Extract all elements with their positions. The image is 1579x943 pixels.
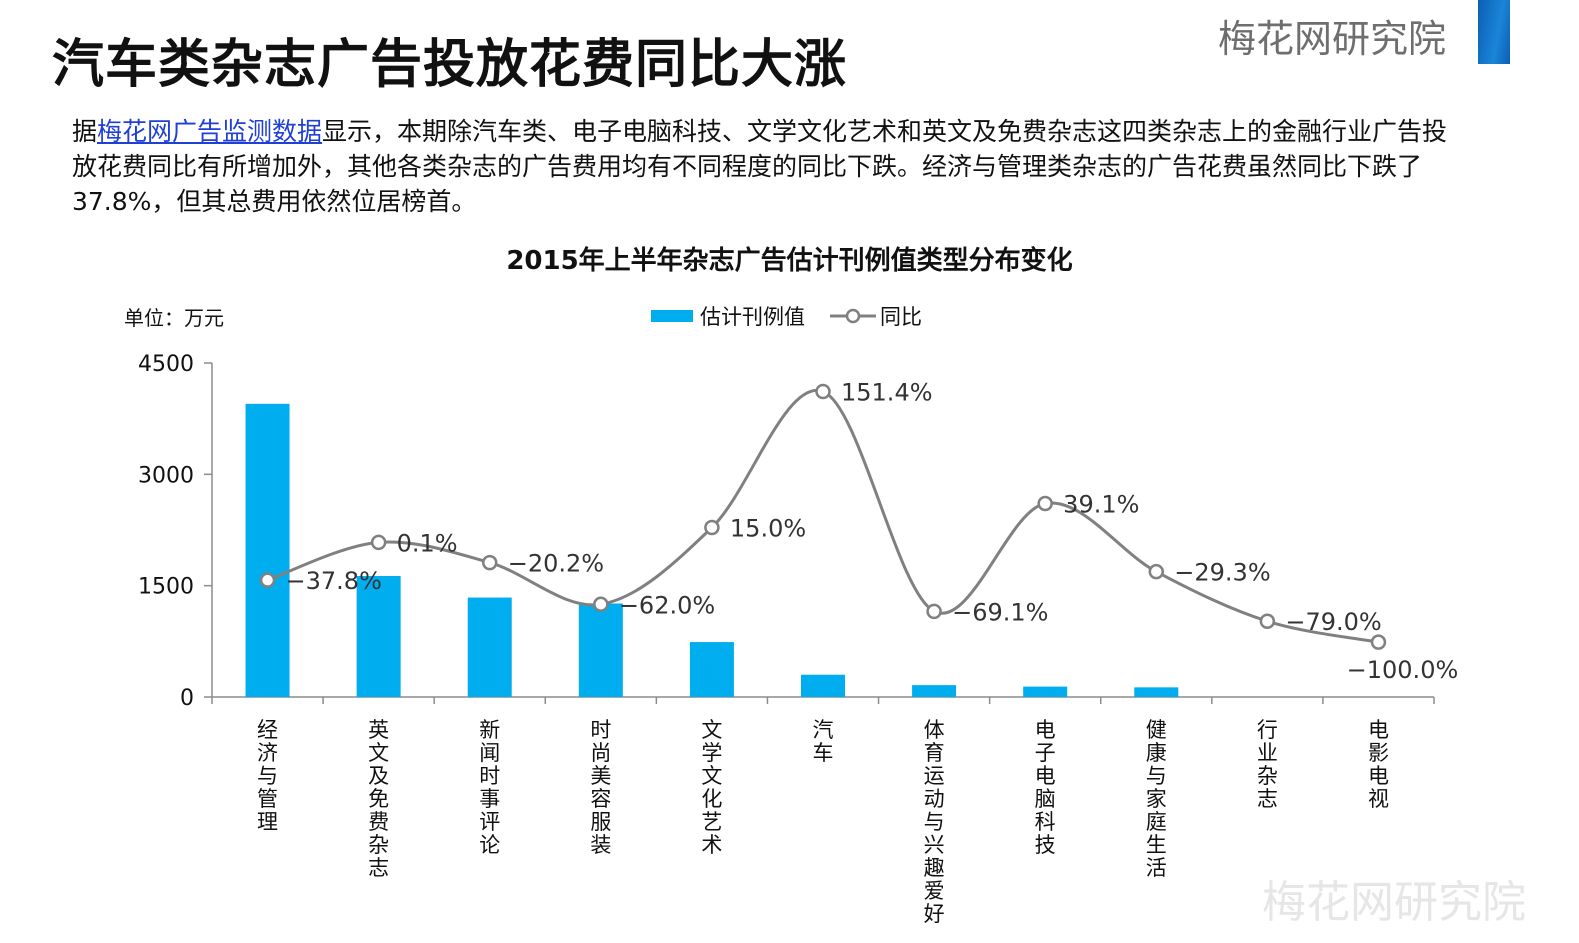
watermark: 梅花网研究院: [1262, 877, 1526, 928]
x-tick-label: 汽车: [813, 718, 834, 765]
yoy-label-6: −69.1%: [952, 598, 1048, 626]
yoy-point-0: [259, 572, 276, 588]
x-tick-label: 电影电视: [1368, 718, 1389, 811]
x-tick-label: 新闻时事评论: [479, 718, 500, 857]
yoy-label-9: −79.0%: [1285, 608, 1381, 636]
bar-4: [689, 642, 734, 697]
y-tick-label: 3000: [138, 463, 194, 488]
x-tick-label: 英文及免费杂志: [368, 718, 389, 880]
yoy-point-9: [1259, 613, 1276, 629]
chart-title: 2015年上半年杂志广告估计刊例值类型分布变化: [506, 246, 1073, 276]
yoy-point-8: [1148, 563, 1165, 580]
yoy-point-1: [370, 534, 387, 551]
yoy-point-7: [1037, 495, 1053, 512]
bar-2: [467, 597, 512, 697]
y-tick-label: 0: [180, 686, 194, 711]
intro-body: 显示，本期除汽车类、电子电脑科技、文学文化艺术和英文及免费杂志这四类杂志上的金融…: [72, 117, 1448, 216]
yoy-point-2: [481, 554, 498, 571]
bar-6: [912, 685, 957, 697]
yoy-point-6: [926, 603, 942, 620]
legend-bar-label: 估计刊例值: [700, 305, 805, 329]
yoy-point-10: [1370, 634, 1387, 650]
bar-8: [1134, 687, 1179, 697]
x-tick-label: 健康与家庭生活: [1146, 718, 1167, 880]
yoy-point-3: [593, 596, 609, 613]
yoy-line: [267, 388, 1379, 644]
brand-accent-bar: [1478, 0, 1510, 64]
bar-3: [578, 603, 623, 697]
intro-prefix: 据: [72, 117, 98, 146]
x-tick-label: 行业杂志: [1257, 718, 1278, 811]
yoy-label-7: 39.1%: [1063, 490, 1139, 518]
data-source-link[interactable]: 梅花网广告监测数据: [97, 117, 323, 146]
intro-paragraph: 据梅花网广告监测数据显示，本期除汽车类、电子电脑科技、文学文化艺术和英文及免费杂…: [72, 114, 1472, 219]
yoy-point-5: [815, 383, 831, 400]
bar-1: [356, 576, 401, 697]
legend-line-label: 同比: [880, 305, 922, 329]
legend-bar-swatch: [651, 310, 693, 322]
brand-logo-text: 梅花网研究院: [1218, 17, 1447, 61]
y-tick-label: 4500: [138, 352, 194, 377]
yoy-point-4: [704, 519, 720, 536]
yoy-label-2: −20.2%: [508, 550, 604, 578]
bar-0: [245, 403, 290, 697]
yoy-label-5: 151.4%: [841, 379, 933, 407]
yoy-label-4: 15.0%: [730, 515, 806, 543]
bar-7: [1023, 686, 1068, 697]
unit-label: 单位：万元: [124, 306, 224, 330]
yoy-label-3: −62.0%: [619, 591, 715, 619]
x-tick-label: 体育运动与兴趣爱好: [924, 718, 945, 926]
x-tick-label: 电子电脑科技: [1035, 718, 1056, 857]
x-tick-label: 文学文化艺术: [701, 718, 722, 857]
y-tick-label: 1500: [138, 575, 194, 600]
yoy-label-0: −37.8%: [286, 567, 382, 595]
bar-5: [801, 674, 845, 697]
yoy-label-1: 0.1%: [397, 529, 458, 557]
page-title: 汽车类杂志广告投放花费同比大涨: [52, 35, 848, 95]
yoy-label-10: −100.0%: [1347, 656, 1459, 684]
legend-line-marker: [845, 308, 861, 324]
x-tick-label: 时尚美容服装: [590, 718, 611, 857]
x-tick-label: 经济与管理: [257, 718, 278, 834]
yoy-label-8: −29.3%: [1174, 559, 1270, 587]
